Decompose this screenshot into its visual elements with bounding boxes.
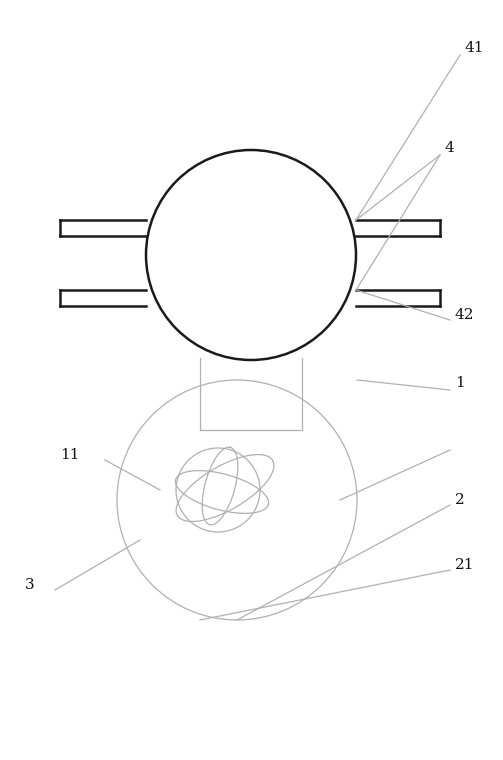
Text: 11: 11	[60, 448, 79, 462]
Text: 4: 4	[445, 141, 455, 155]
Text: 42: 42	[455, 308, 474, 322]
Text: 2: 2	[455, 493, 465, 507]
Text: 21: 21	[455, 558, 474, 572]
Text: 41: 41	[465, 41, 484, 55]
Text: 1: 1	[455, 376, 465, 390]
Text: 3: 3	[25, 578, 35, 592]
